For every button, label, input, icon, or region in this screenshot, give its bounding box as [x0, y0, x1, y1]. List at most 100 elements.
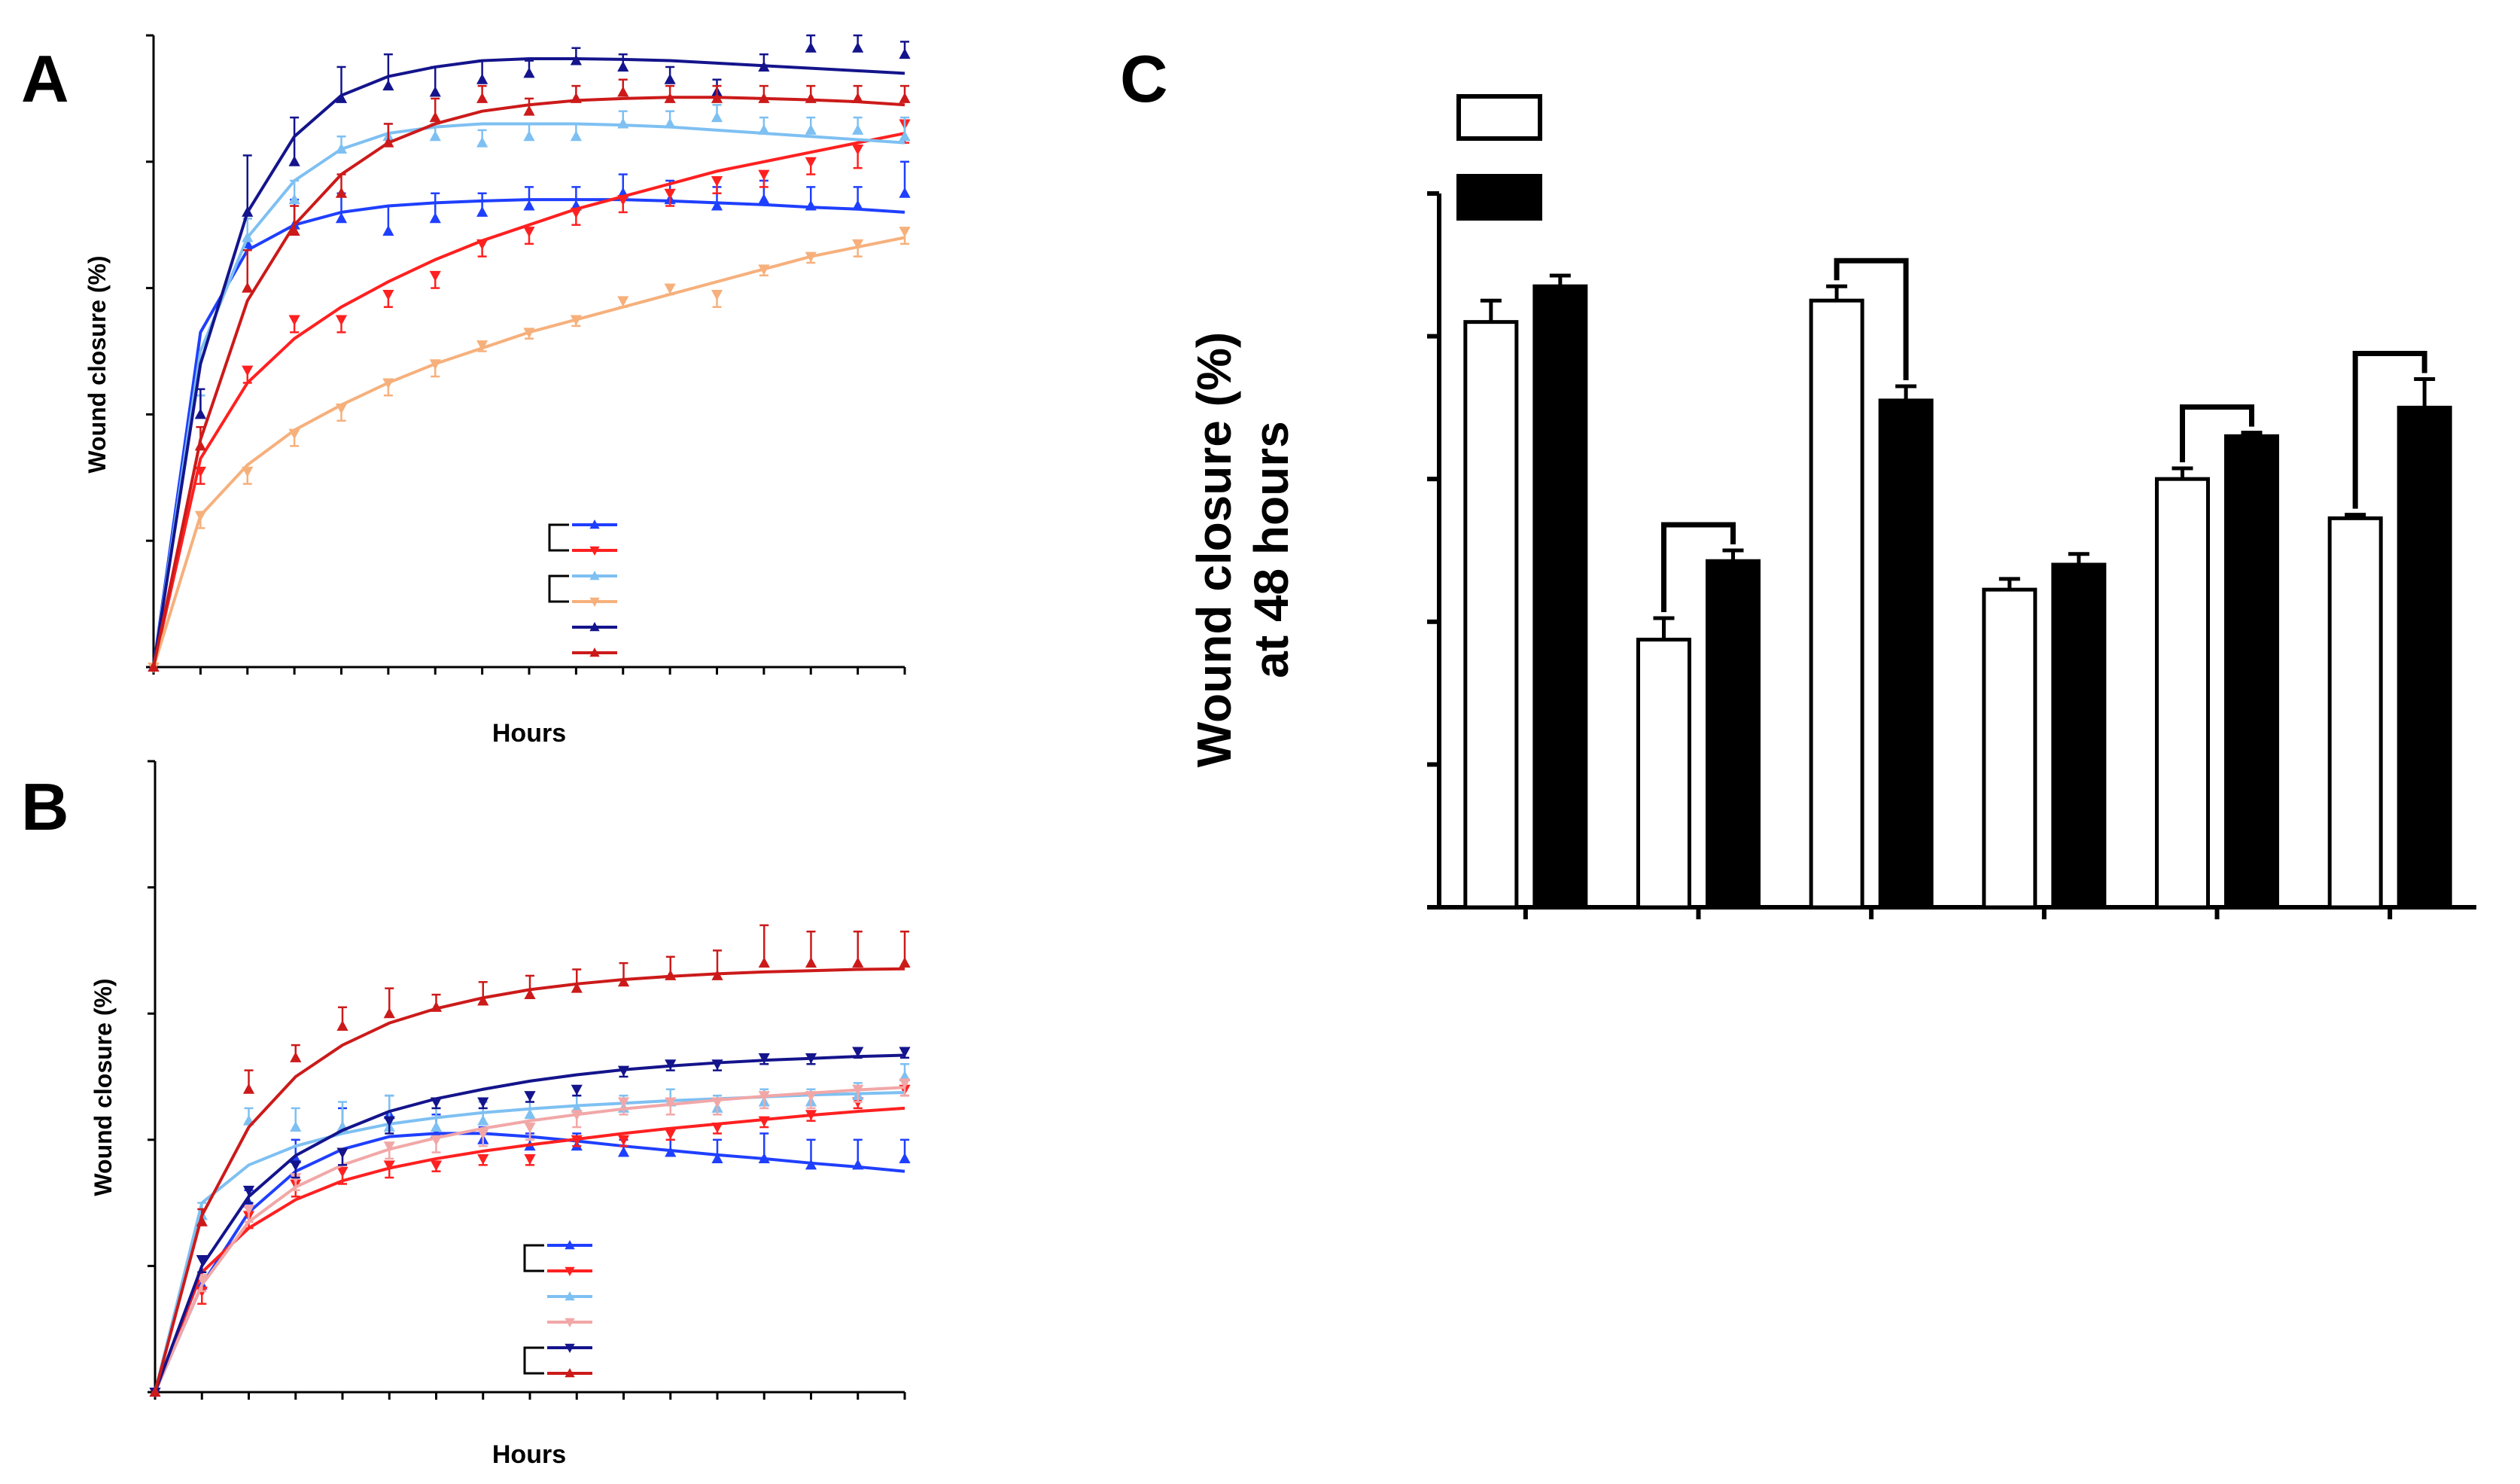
data-point [242, 1083, 255, 1094]
data-point [430, 1160, 443, 1172]
data-point [899, 957, 911, 968]
bar [2051, 562, 2107, 910]
bar [1463, 320, 1519, 910]
bar [1878, 398, 1934, 910]
data-point [477, 995, 489, 1006]
data-point [899, 1078, 911, 1089]
data-point [476, 73, 488, 84]
data-point [242, 1204, 255, 1215]
data-point [523, 200, 535, 211]
data-point [429, 359, 441, 370]
data-point [852, 957, 864, 968]
data-point [288, 155, 300, 166]
data-point [242, 365, 254, 376]
data-point [852, 1084, 864, 1095]
fit-curve [154, 1086, 905, 1393]
data-point [617, 117, 629, 129]
bar [1636, 638, 1691, 910]
data-point [852, 239, 864, 250]
data-point [711, 1123, 723, 1134]
data-point [758, 264, 770, 276]
data-point [336, 1019, 348, 1031]
panel-c: C Wound closure (%) at 48 hours [1120, 41, 2476, 919]
data-point [711, 969, 723, 980]
bar [2327, 516, 2383, 910]
data-point [477, 1097, 489, 1108]
data-point [336, 1166, 348, 1178]
legend-marker [589, 520, 600, 529]
legend-marker [589, 622, 600, 632]
data-point [852, 92, 864, 103]
data-point [711, 92, 723, 103]
data-point [899, 1047, 911, 1058]
data-point [382, 136, 394, 148]
fit-curve [154, 1053, 905, 1393]
panel-b-plot [148, 760, 911, 1400]
series-5 [148, 34, 911, 672]
data-point [570, 130, 582, 142]
data-point [476, 92, 488, 103]
legend-marker [565, 1318, 575, 1327]
data-point [571, 1084, 583, 1095]
data-point [570, 92, 582, 103]
data-point [617, 195, 629, 206]
data-point [382, 225, 394, 236]
panel-c-plot [1427, 191, 2476, 919]
legend-marker [589, 546, 600, 556]
significance-bracket [523, 1244, 544, 1272]
data-point [242, 206, 254, 217]
data-point [288, 193, 300, 205]
data-point [758, 1116, 770, 1127]
panel-a-legend [548, 520, 617, 657]
data-point [570, 315, 582, 326]
legend-marker [565, 1240, 575, 1250]
data-point [523, 227, 535, 238]
panel-c-y-axis-label: Wound closure (%) at 48 hours [1187, 332, 1298, 767]
panel-c-letter: C [1120, 41, 1168, 116]
data-point [899, 48, 911, 59]
panel-b-letter: B [21, 769, 69, 844]
data-point [571, 1110, 583, 1121]
data-point [524, 1091, 536, 1102]
data-point [335, 315, 348, 326]
data-point [290, 1121, 302, 1132]
data-point [805, 1159, 817, 1170]
legend-marker [565, 1266, 575, 1276]
data-point [665, 1146, 677, 1157]
data-point [758, 60, 770, 72]
data-point [758, 957, 770, 968]
data-point [664, 92, 676, 103]
data-point [194, 510, 206, 522]
data-point [758, 1091, 770, 1102]
data-point [242, 466, 254, 477]
data-point [524, 1108, 536, 1120]
data-point [617, 1135, 630, 1146]
legend-marker [589, 571, 600, 580]
data-point [664, 283, 676, 294]
data-point [665, 1129, 677, 1140]
data-point [805, 157, 817, 168]
data-point [194, 440, 206, 451]
data-point [852, 123, 864, 135]
data-point [665, 969, 677, 980]
data-point [571, 982, 583, 993]
data-point [429, 86, 441, 97]
bar [1532, 284, 1588, 910]
bar [2397, 405, 2452, 910]
panel-b-y-axis-label: Wound closure (%) [90, 978, 117, 1196]
significance-bracket [548, 574, 569, 603]
data-point [805, 957, 817, 968]
panel-a-plot [146, 34, 911, 675]
data-point [523, 67, 535, 78]
data-point [711, 1059, 723, 1071]
data-point [196, 1255, 208, 1266]
panel-a-y-axis-label: Wound closure (%) [84, 255, 111, 473]
panel-b-x-axis-label: Hours [492, 1440, 566, 1469]
data-point [242, 231, 254, 242]
legend-marker [589, 648, 600, 657]
data-point [899, 187, 911, 198]
data-point [899, 1152, 911, 1163]
data-point [383, 1141, 395, 1153]
data-point [524, 989, 536, 1000]
